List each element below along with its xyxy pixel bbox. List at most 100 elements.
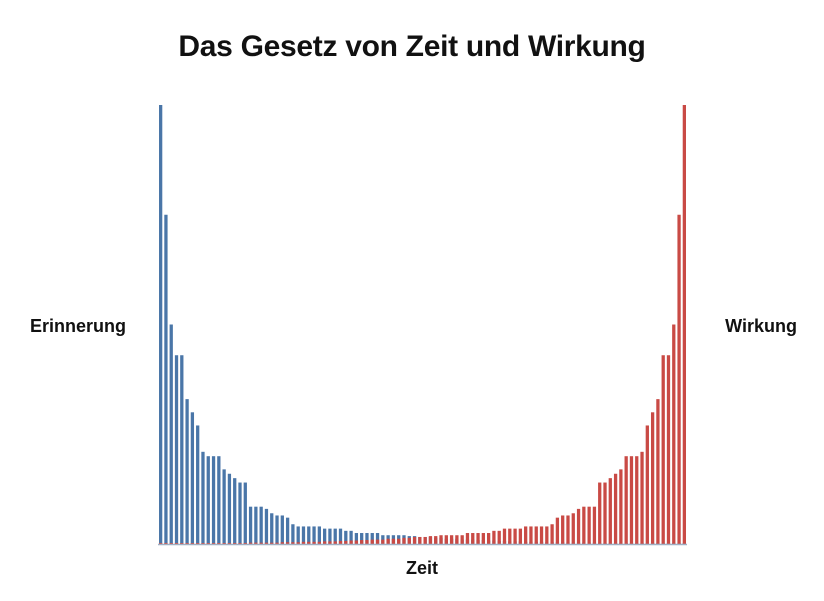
bar-series-2-74	[545, 526, 549, 544]
bar-series-2-72	[534, 526, 538, 544]
bar-series-2-48	[407, 537, 411, 544]
bar-series-2-51	[423, 536, 427, 544]
bar-series-1-21	[264, 508, 269, 544]
bar-series-2-58	[460, 535, 464, 544]
bar-series-2-15	[233, 543, 237, 544]
bar-series-2-32	[323, 541, 327, 544]
bar-series-1-40	[365, 533, 369, 544]
chart-title: Das Gesetz von Zeit und Wirkung	[178, 30, 646, 63]
bar-series-2-11	[211, 543, 216, 544]
bar-series-1-33	[328, 528, 332, 544]
bar-series-2-35	[338, 540, 343, 544]
bar-series-2-90	[629, 456, 634, 544]
bar-series-2-38	[354, 540, 359, 544]
bar-series-2-97	[666, 355, 671, 544]
bar-series-2-33	[328, 541, 332, 544]
bar-series-2-6	[185, 543, 189, 544]
bar-series-2-87	[613, 473, 618, 544]
bar-series-1-7	[190, 412, 195, 544]
bar-series-2-78	[566, 515, 570, 545]
bar-series-2-66	[502, 528, 507, 544]
bar-series-1-26	[291, 524, 295, 544]
bar-series-1-27	[296, 526, 300, 544]
bar-series-1-32	[323, 528, 327, 544]
bar-series-1-19	[254, 506, 258, 545]
bar-series-2-8	[196, 543, 200, 544]
bar-series-2-68	[513, 528, 517, 544]
bar-series-1-6	[185, 399, 189, 544]
bar-series-2-50	[418, 536, 422, 544]
bar-series-2-76	[555, 517, 560, 544]
bar-series-1-37	[349, 530, 353, 544]
bar-series-1-35	[338, 528, 343, 544]
bar-series-2-93	[645, 425, 649, 544]
bar-series-1-11	[211, 456, 216, 544]
bar-series-1-31	[317, 526, 321, 544]
bar-series-2-67	[508, 528, 512, 544]
bar-series-2-70	[524, 526, 528, 544]
bar-series-2-24	[280, 542, 284, 544]
bar-series-2-28	[301, 541, 306, 544]
bar-series-2-92	[640, 451, 644, 544]
bar-series-1-17	[243, 482, 247, 544]
bar-series-1-29	[307, 526, 311, 544]
bar-series-2-46	[397, 538, 401, 544]
bar-series-2-37	[349, 540, 353, 544]
y-axis-label-right: Wirkung	[725, 316, 797, 336]
bar-series-2-4	[174, 543, 179, 544]
bar-series-2-88	[619, 469, 623, 544]
bar-series-2-19	[254, 542, 258, 544]
bar-series-2-73	[539, 526, 544, 544]
bar-series-2-23	[275, 542, 279, 544]
bar-series-1-14	[227, 473, 232, 544]
bar-series-2-52	[428, 536, 433, 544]
bar-series-1-22	[270, 513, 274, 544]
bar-series-2-43	[381, 539, 385, 544]
bar-series-2-16	[238, 543, 242, 544]
bar-series-2-55	[444, 535, 448, 544]
bar-series-2-71	[529, 526, 533, 544]
bar-series-2-21	[264, 542, 269, 544]
bar-series-1-38	[354, 533, 359, 544]
bar-series-2-95	[656, 399, 660, 544]
bar-series-2-65	[497, 530, 501, 544]
bar-series-1-24	[280, 515, 284, 545]
bar-series-1-30	[312, 526, 316, 544]
bar-series-1-5	[180, 355, 184, 544]
bar-series-1-1	[159, 105, 163, 544]
bar-series-2-17	[243, 543, 247, 544]
bar-series-2-41	[370, 539, 374, 544]
bar-series-2-20	[259, 542, 263, 544]
bar-series-2-64	[492, 530, 496, 544]
bar-series-2-61	[476, 533, 480, 544]
bar-series-2-40	[365, 540, 369, 544]
bar-series-2-82	[587, 506, 591, 545]
bar-series-1-10	[206, 456, 210, 544]
bar-series-1-36	[344, 530, 348, 544]
bar-series-2-7	[190, 543, 195, 544]
bar-series-2-57	[455, 535, 459, 544]
bar-series-2-77	[561, 515, 565, 545]
x-axis-label: Zeit	[405, 558, 438, 578]
bar-series-2-31	[317, 541, 321, 544]
bar-series-2-54	[439, 535, 443, 544]
bar-series-2-84	[598, 482, 602, 544]
bar-series-1-41	[370, 533, 374, 544]
bar-series-1-4	[174, 355, 179, 544]
bar-series-2-45	[391, 538, 396, 544]
bar-series-2-99	[677, 214, 681, 544]
bar-series-2-25	[285, 542, 290, 544]
bar-series-2-14	[227, 543, 232, 544]
bar-series-1-23	[275, 515, 279, 545]
bar-series-2-89	[624, 456, 628, 544]
bar-series-2-91	[635, 456, 639, 544]
bar-series-2-42	[375, 539, 380, 544]
bar-series-2-86	[608, 478, 612, 544]
bar-series-2-12	[217, 543, 221, 544]
bar-series-2-60	[471, 533, 475, 544]
bars-layer	[159, 105, 686, 545]
bar-series-2-47	[402, 537, 406, 544]
bar-series-1-13	[222, 469, 226, 544]
bar-series-1-8	[196, 425, 200, 544]
